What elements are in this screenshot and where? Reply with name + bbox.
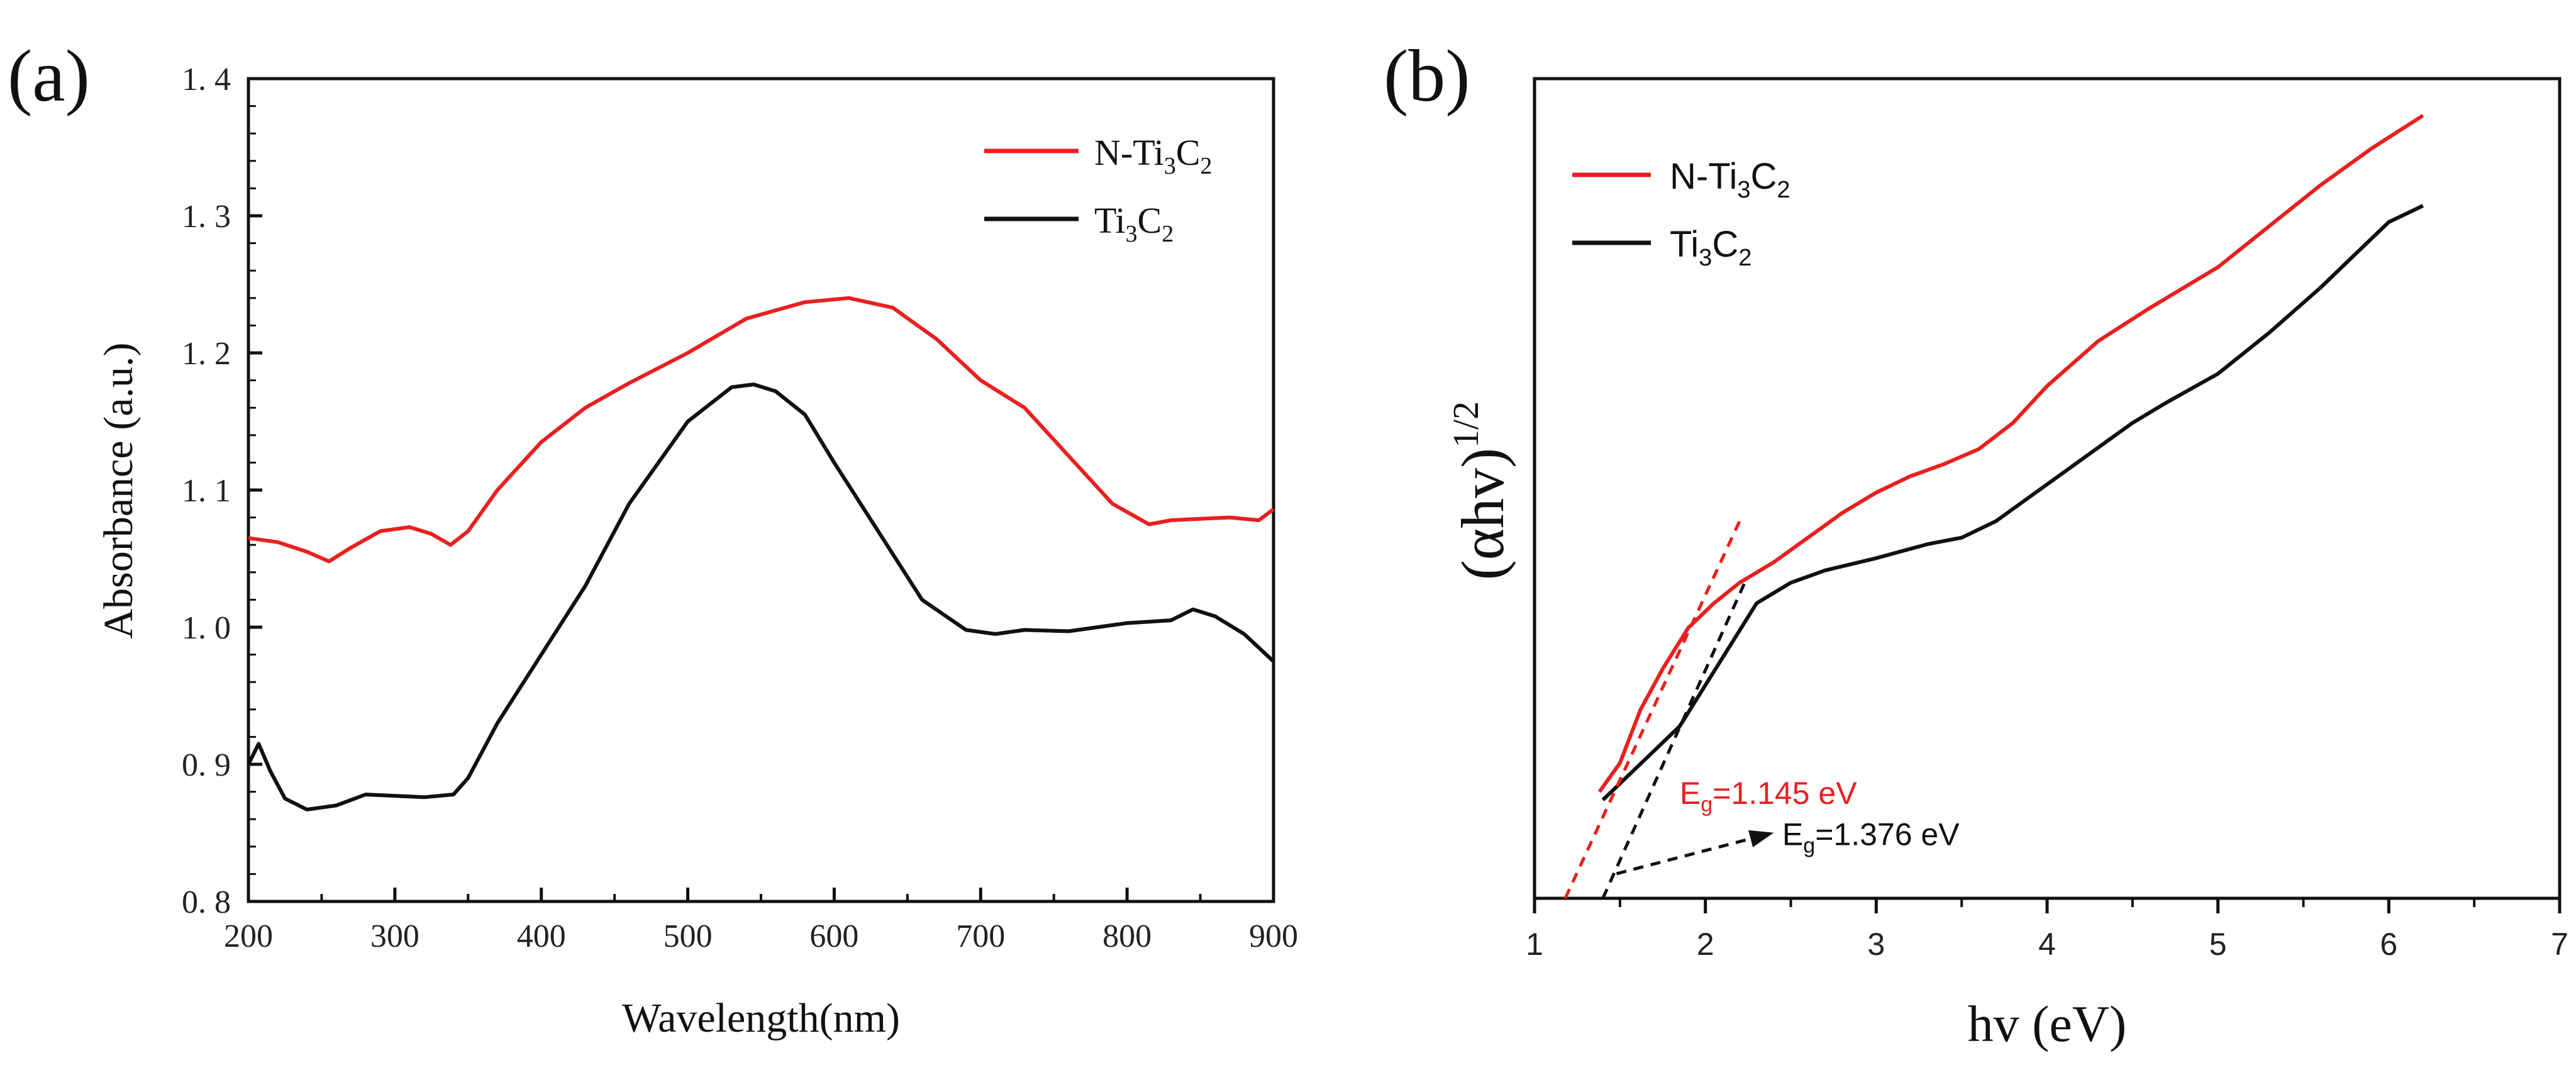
- b-xtick-label: 4: [2038, 927, 2056, 962]
- a-legend-label-n-ti3c2: N-Ti3C2: [1094, 132, 1212, 179]
- panel-b-ticks: [1533, 898, 2562, 913]
- a-legend-label-ti3c2: Ti3C2: [1094, 200, 1174, 247]
- a-ytick-label: 1. 2: [182, 336, 231, 372]
- b-y-axis-title: (αhv)1/2: [1445, 401, 1516, 580]
- b-xtick-label: 3: [1867, 927, 1885, 962]
- b-tangent-n-ti3c2: [1563, 520, 1741, 900]
- panel-a-ticks: [247, 77, 1275, 903]
- a-xtick-label: 400: [517, 918, 566, 954]
- a-legend: N-Ti3C2 Ti3C2: [984, 132, 1212, 247]
- a-series-n-ti3c2-line: [248, 296, 1275, 564]
- a-ytick-label: 1. 0: [182, 610, 231, 646]
- a-xtick-label: 700: [956, 918, 1005, 954]
- b-series-ti3c2-line: [1601, 204, 2424, 801]
- b-x-axis-title: hv (eV): [1968, 995, 2127, 1052]
- panel-b-tick-labels: 1 2 3 4 5 6 7: [1526, 927, 2568, 962]
- a-ytick-label: 1. 4: [182, 62, 231, 98]
- b-annotation-arrow: [1616, 835, 1756, 876]
- a-y-axis-title: Absorbance (a.u.): [96, 343, 142, 639]
- a-x-axis-title: Wavelength(nm): [622, 995, 900, 1041]
- a-xtick-label: 900: [1249, 918, 1298, 954]
- panel-a: (a) 200 300 400 500 600 700 800 900 0. 8…: [8, 35, 1298, 1041]
- b-legend: N-Ti3C2 Ti3C2: [1572, 156, 1790, 271]
- panel-a-tick-labels: 200 300 400 500 600 700 800 900 0. 8 0. …: [182, 62, 1298, 954]
- a-xtick-label: 800: [1102, 918, 1152, 954]
- a-ytick-label: 1. 1: [182, 473, 231, 509]
- b-xtick-label: 2: [1697, 927, 1714, 962]
- a-xtick-label: 200: [224, 918, 273, 954]
- b-tangent-ti3c2: [1601, 582, 1746, 900]
- b-xtick-label: 7: [2551, 927, 2568, 962]
- b-series-n-ti3c2-line: [1597, 114, 2424, 793]
- a-xtick-label: 300: [370, 918, 419, 954]
- a-series-ti3c2-line: [247, 382, 1275, 811]
- panel-b: (b) 1 2 3 4 5 6 7 hv (eV) (αhv)1/2 Eg=1.…: [1384, 35, 2568, 1052]
- b-annotation-eg-n-ti3c2: Eg=1.145 eV: [1680, 776, 1857, 817]
- b-annotation-eg-ti3c2: Eg=1.376 eV: [1782, 817, 1960, 857]
- a-ytick-label: 1. 3: [182, 199, 231, 235]
- b-annotation-arrowhead: [1748, 830, 1774, 847]
- b-xtick-label: 5: [2209, 927, 2227, 962]
- b-legend-label-ti3c2: Ti3C2: [1670, 224, 1752, 271]
- a-ytick-label: 0. 9: [182, 747, 231, 783]
- a-xtick-label: 600: [809, 918, 858, 954]
- b-xtick-label: 1: [1526, 927, 1543, 962]
- b-xtick-label: 6: [2380, 927, 2397, 962]
- panel-b-label: (b): [1384, 35, 1470, 117]
- panel-a-label: (a): [8, 35, 90, 117]
- a-xtick-label: 500: [663, 918, 713, 954]
- a-ytick-label: 0. 8: [182, 884, 231, 920]
- b-legend-label-n-ti3c2: N-Ti3C2: [1670, 156, 1790, 203]
